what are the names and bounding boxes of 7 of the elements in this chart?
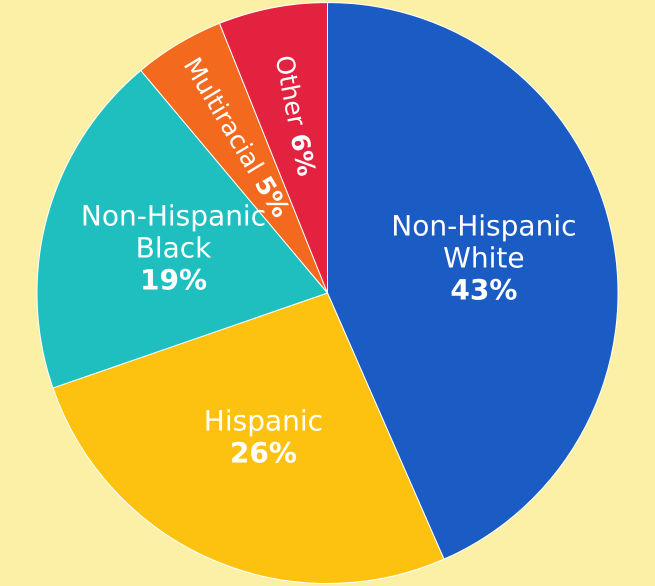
data-label: 26% — [230, 436, 297, 470]
data-label: 6% — [284, 131, 322, 178]
slice-label: Other — [270, 53, 312, 129]
slice-label: Non-Hispanic White — [391, 210, 576, 275]
data-label: 19% — [140, 264, 208, 297]
slice-label: Hispanic — [204, 404, 324, 438]
data-label: 43% — [450, 274, 518, 307]
